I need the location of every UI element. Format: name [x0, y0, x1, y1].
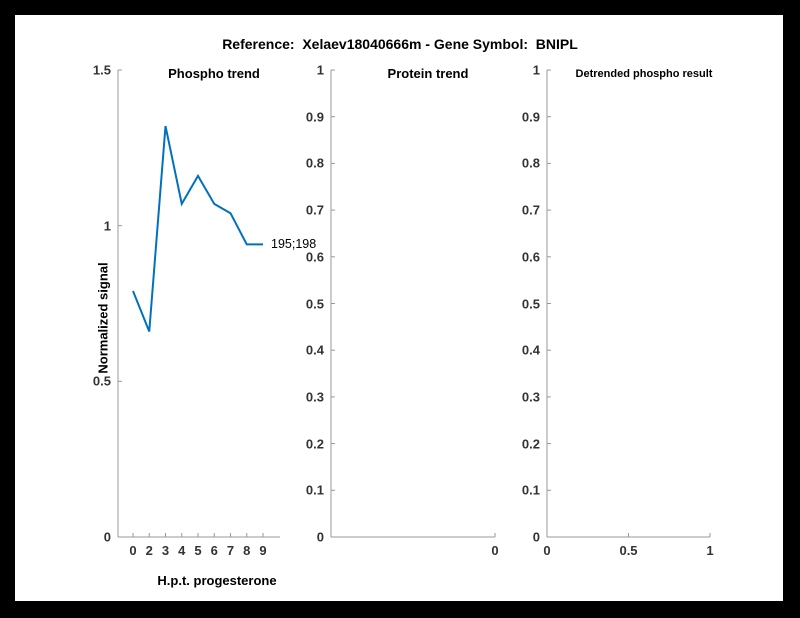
plot-title-phospho-trend: Phospho trend: [168, 66, 260, 81]
y-tick-label: 0: [103, 529, 111, 545]
x-tick-label: 0: [491, 543, 499, 558]
x-tick-label: 1: [706, 543, 714, 558]
x-tick-label: 0.5: [619, 543, 638, 558]
y-tick-label: 1.5: [92, 62, 111, 78]
y-tick-label: 0: [316, 529, 324, 545]
y-tick-label: 0.1: [521, 482, 540, 498]
y-tick-label: 0.5: [305, 296, 324, 311]
plot-title-protein-trend: Protein trend: [387, 66, 469, 81]
plot-title-detrended-phospho-result: Detrended phospho result: [575, 68, 713, 80]
y-tick-label: 1: [103, 218, 111, 234]
x-tick-label: 3: [161, 543, 170, 558]
x-tick-label: 0: [129, 543, 137, 558]
y-tick-label: 0.2: [305, 436, 324, 452]
y-tick-label: 0.3: [521, 389, 540, 405]
y-tick-label: 0.6: [305, 249, 324, 265]
y-tick-label: 0: [532, 529, 540, 545]
x-tick-label: 2: [145, 543, 153, 558]
figure-title: Reference: Xelaev18040666m - Gene Symbol…: [222, 36, 578, 52]
figure-area: Reference: Xelaev18040666m - Gene Symbol…: [15, 15, 783, 601]
y-tick-label: 0.7: [305, 202, 324, 218]
x-tick-label: 6: [210, 543, 218, 558]
x-tick-label: 9: [259, 543, 267, 558]
y-tick-label: 1: [532, 62, 540, 78]
phospho-signal-line: [132, 125, 263, 332]
y-tick-label: 0.7: [521, 202, 540, 218]
y-tick-label: 0.3: [305, 389, 324, 405]
y-tick-label: 0.2: [521, 436, 540, 452]
x-tick-label: 7: [226, 543, 235, 558]
y-tick-label: 0.9: [305, 109, 324, 125]
y-tick-label: 0.9: [521, 109, 540, 125]
y-tick-label: 0.8: [521, 155, 540, 171]
x-tick-label: 4: [178, 543, 186, 558]
y-tick-label: 0.6: [521, 249, 540, 265]
y-tick-label: 0.4: [521, 342, 540, 358]
y-tick-label: 1: [316, 62, 324, 78]
y-axis-label: Normalized signal: [95, 262, 111, 374]
x-axis-label: H.p.t. progesterone: [157, 573, 277, 588]
y-tick-label: 0.5: [521, 296, 540, 311]
x-tick-label: 0: [543, 543, 551, 558]
y-tick-label: 0.1: [305, 482, 324, 498]
y-tick-label: 0.5: [92, 373, 111, 389]
y-tick-label: 0.4: [305, 342, 324, 358]
y-tick-label: 0.8: [305, 155, 324, 171]
phospho-site-annotation: 195;198: [271, 237, 317, 252]
x-tick-label: 5: [194, 543, 202, 558]
x-tick-label: 8: [243, 543, 251, 558]
